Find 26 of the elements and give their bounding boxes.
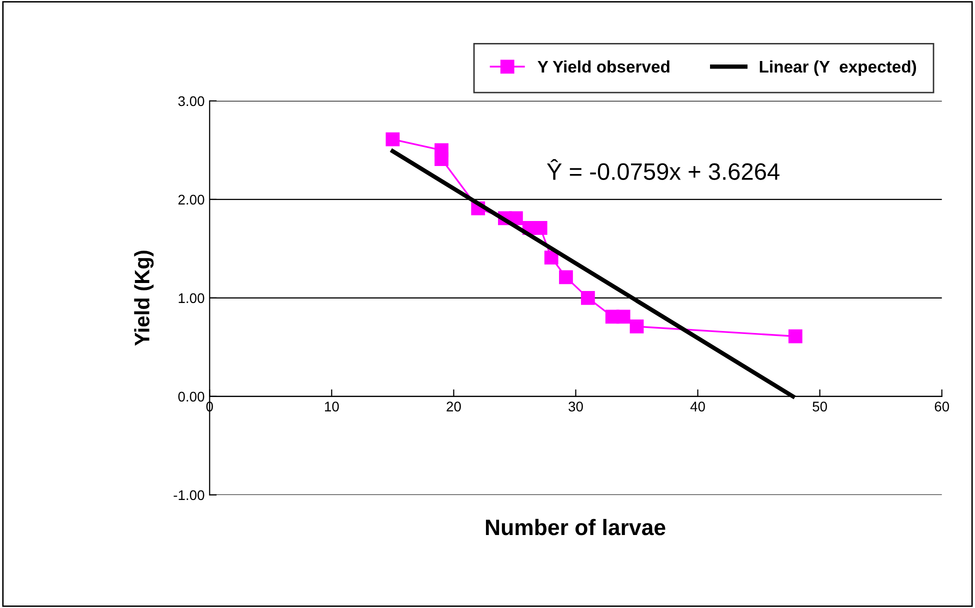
legend-label: Y Yield observed xyxy=(538,60,670,73)
annotation: Ŷ = -0.0759x + 3.6264 xyxy=(546,159,780,180)
x-axis-title: Number of larvae xyxy=(486,518,666,536)
y-tick-label: 1.00 xyxy=(178,293,204,304)
y-axis-title: Yield (Kg) xyxy=(134,250,154,346)
point xyxy=(434,152,448,166)
point xyxy=(544,250,558,264)
x-tick-label: 50 xyxy=(812,402,827,412)
y-tick-label: 3.00 xyxy=(178,96,204,106)
point xyxy=(533,221,548,235)
x-tick-label: 20 xyxy=(446,402,461,412)
point xyxy=(386,132,400,146)
x-tick-label: 30 xyxy=(568,402,583,412)
point xyxy=(630,320,644,334)
y-tick-label: 0.00 xyxy=(178,392,204,402)
point xyxy=(580,290,595,305)
point xyxy=(508,211,523,226)
x-tick-label: 10 xyxy=(325,402,339,412)
legend-label: Linear (Y expected) xyxy=(760,60,916,76)
point xyxy=(616,310,630,324)
point xyxy=(559,270,573,284)
x-tick-label: 40 xyxy=(690,402,705,412)
y-tick-label: 2.00 xyxy=(178,194,204,205)
y-tick-label: -1.00 xyxy=(174,490,204,500)
x-tick-label: 60 xyxy=(934,402,950,412)
point xyxy=(788,329,802,344)
